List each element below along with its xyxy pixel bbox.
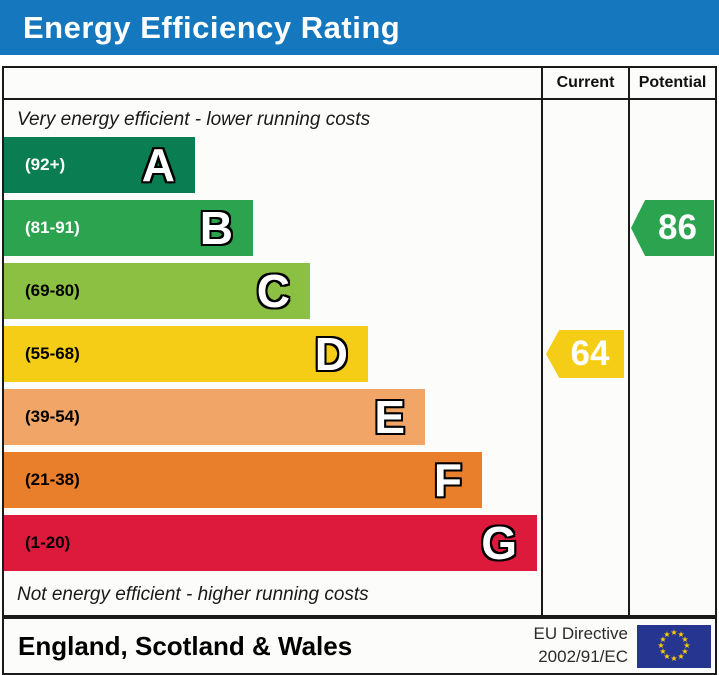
band-d-range: (55-68) [25, 344, 80, 363]
scale-header-cell-empty [4, 68, 541, 100]
eu-flag-icon: ★ ★ ★ ★ ★ ★ ★ ★ ★ ★ ★ ★ [637, 624, 711, 668]
eu-star-icon: ★ [670, 653, 678, 663]
band-f-letter: F [433, 454, 462, 506]
band-b: (81-91) B [4, 200, 253, 256]
rating-scale-body: Very energy efficient - lower running co… [4, 100, 541, 615]
band-e-range: (39-54) [25, 407, 80, 426]
bottom-note: Not energy efficient - higher running co… [17, 584, 369, 605]
current-column-header: Current [543, 68, 628, 100]
eu-star-icon: ★ [677, 629, 685, 639]
eu-star-icon: ★ [677, 651, 685, 661]
band-g-range: (1-20) [25, 533, 71, 552]
eu-star-icon: ★ [659, 634, 667, 644]
current-column: Current 64 [541, 68, 628, 615]
band-c: (69-80) C [4, 263, 310, 319]
eu-directive-line1: EU Directive [533, 624, 628, 644]
band-a-range: (92+) [25, 155, 66, 174]
band-f-range: (21-38) [25, 470, 80, 489]
eu-directive-label: EU Directive 2002/91/EC [534, 623, 628, 669]
eu-star-icon: ★ [659, 646, 667, 656]
band-g: (1-20) G [4, 515, 537, 571]
eu-star-icon: ★ [681, 646, 689, 656]
current-rating-arrow: 64 [546, 330, 624, 378]
potential-column-body: 86 [630, 100, 715, 615]
energy-rating-table: Very energy efficient - lower running co… [2, 66, 717, 617]
band-a: (92+) A [4, 137, 195, 193]
region-label: England, Scotland & Wales [18, 630, 353, 661]
band-b-letter: B [199, 202, 233, 254]
eu-star-icon: ★ [683, 640, 691, 650]
footer-bar: England, Scotland & Wales EU Directive 2… [2, 617, 717, 675]
potential-column-header: Potential [630, 68, 715, 100]
band-a-letter: A [141, 139, 175, 191]
band-c-letter: C [256, 265, 290, 317]
eu-star-icon: ★ [663, 651, 671, 661]
eu-star-icon: ★ [681, 634, 689, 644]
band-f: (21-38) F [4, 452, 482, 508]
eu-star-icon: ★ [663, 629, 671, 639]
band-d: (55-68) D [4, 326, 368, 382]
band-b-range: (81-91) [25, 218, 80, 237]
potential-rating-value: 86 [658, 208, 697, 247]
top-note: Very energy efficient - lower running co… [17, 109, 371, 130]
band-g-letter: G [481, 517, 517, 569]
current-rating-value: 64 [570, 334, 610, 373]
rating-scale-column: Very energy efficient - lower running co… [4, 68, 541, 615]
eu-star-icon: ★ [670, 627, 678, 637]
potential-rating-arrow: 86 [631, 200, 714, 256]
band-c-range: (69-80) [25, 281, 80, 300]
eu-directive-line2: 2002/91/EC [538, 647, 628, 666]
page-title: Energy Efficiency Rating [23, 10, 401, 45]
band-e-letter: E [374, 391, 405, 443]
band-d-letter: D [314, 328, 348, 380]
eu-star-icon: ★ [657, 640, 665, 650]
title-bar: Energy Efficiency Rating [0, 0, 719, 55]
potential-column: Potential 86 [628, 68, 715, 615]
current-column-body: 64 [543, 100, 628, 615]
band-e: (39-54) E [4, 389, 425, 445]
